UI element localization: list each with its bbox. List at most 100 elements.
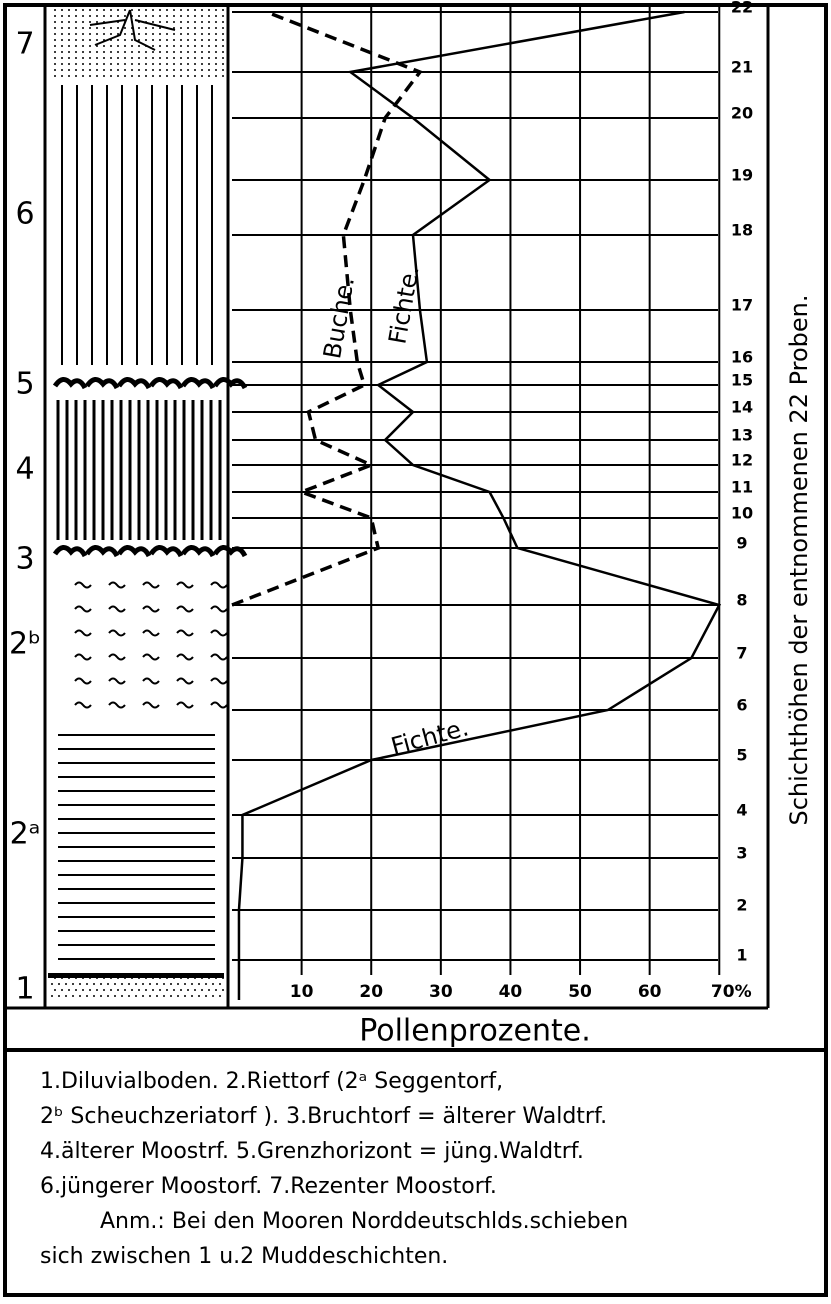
dot [173, 63, 175, 65]
dot [170, 983, 172, 985]
dot [145, 63, 147, 65]
y-tick-label: 7 [736, 644, 747, 663]
dot [124, 15, 126, 17]
dot [100, 995, 102, 997]
dot [222, 989, 224, 991]
dot [89, 75, 91, 77]
dot [89, 33, 91, 35]
dot [138, 63, 140, 65]
dot [89, 9, 91, 11]
dot [145, 989, 147, 991]
dot [156, 983, 158, 985]
dot [61, 9, 63, 11]
dot [89, 57, 91, 59]
y-tick-label: 10 [731, 504, 753, 523]
dot [166, 63, 168, 65]
tilde [108, 629, 126, 637]
dot [173, 27, 175, 29]
dot [75, 27, 77, 29]
dot [152, 69, 154, 71]
dot [187, 51, 189, 53]
dot [86, 983, 88, 985]
dot [138, 27, 140, 29]
dot [194, 45, 196, 47]
dot [149, 983, 151, 985]
dot [117, 9, 119, 11]
blob [148, 545, 184, 558]
tilde [142, 605, 160, 613]
dot [201, 15, 203, 17]
tilde [142, 629, 160, 637]
dot [107, 983, 109, 985]
dot [65, 983, 67, 985]
dot [145, 69, 147, 71]
dot [222, 21, 224, 23]
dot [58, 983, 60, 985]
dot [103, 51, 105, 53]
tilde [108, 677, 126, 685]
dot [54, 75, 56, 77]
dot [145, 15, 147, 17]
dot [89, 21, 91, 23]
tilde [176, 677, 194, 685]
dot [208, 989, 210, 991]
dot [166, 57, 168, 59]
tilde [74, 677, 92, 685]
dot [110, 69, 112, 71]
dot [131, 63, 133, 65]
dot [198, 983, 200, 985]
dot [96, 33, 98, 35]
dot [166, 15, 168, 17]
x-tick-label: 30 [429, 982, 453, 1002]
dot [110, 63, 112, 65]
dot [208, 57, 210, 59]
tilde [176, 653, 194, 661]
dot [184, 983, 186, 985]
dot [96, 69, 98, 71]
dot [208, 9, 210, 11]
dot [110, 75, 112, 77]
dot [187, 45, 189, 47]
dot [75, 15, 77, 17]
layer-label: 5 [15, 367, 34, 402]
dot [138, 989, 140, 991]
dot [142, 995, 144, 997]
dot [173, 9, 175, 11]
dot [110, 33, 112, 35]
layer-label: 2ᵇ [9, 627, 41, 662]
dot [61, 45, 63, 47]
dot [180, 33, 182, 35]
dot [58, 995, 60, 997]
dot [201, 75, 203, 77]
dot [138, 33, 140, 35]
dot [79, 983, 81, 985]
dot [54, 27, 56, 29]
dot [114, 995, 116, 997]
dot [201, 39, 203, 41]
dot [68, 45, 70, 47]
dot [215, 21, 217, 23]
tilde [142, 701, 160, 709]
dot [96, 989, 98, 991]
dot [187, 33, 189, 35]
dot [117, 75, 119, 77]
dot [82, 21, 84, 23]
dot [215, 39, 217, 41]
dot [110, 989, 112, 991]
dot [131, 45, 133, 47]
dot [103, 9, 105, 11]
dot [170, 995, 172, 997]
dot [208, 15, 210, 17]
dot [222, 15, 224, 17]
tilde [74, 629, 92, 637]
dot [110, 45, 112, 47]
dot [187, 75, 189, 77]
dot [187, 39, 189, 41]
dot [61, 39, 63, 41]
blob [84, 377, 120, 390]
dot [96, 75, 98, 77]
dot [86, 995, 88, 997]
y-tick-label: 20 [731, 104, 753, 123]
dot [215, 33, 217, 35]
